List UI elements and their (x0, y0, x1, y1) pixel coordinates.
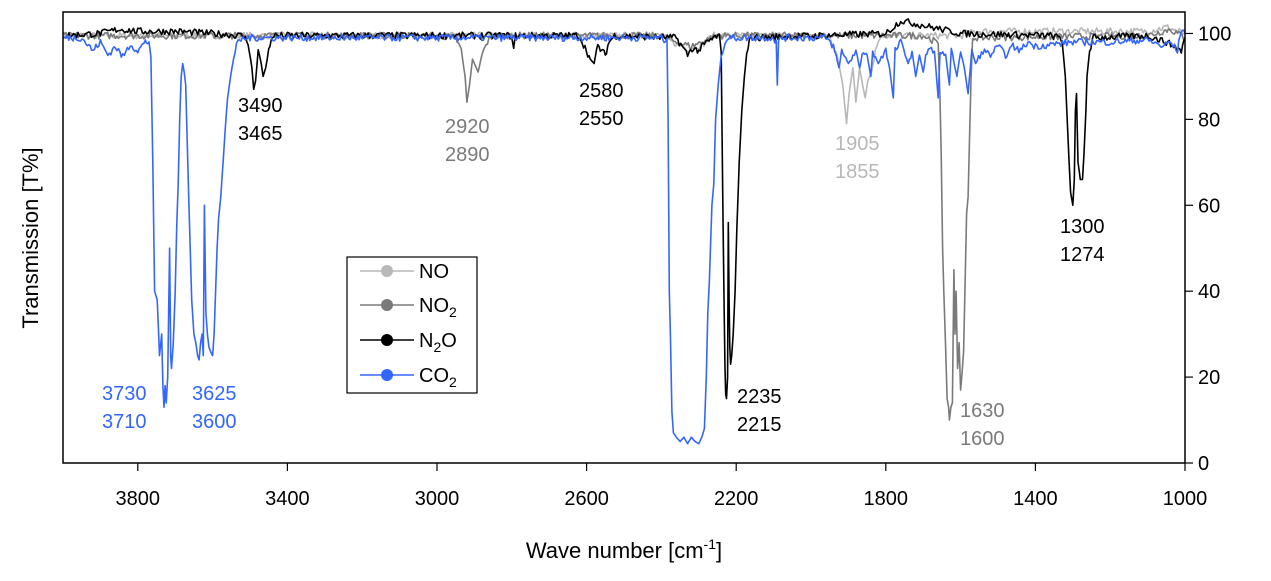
x-tick-label: 3000 (415, 488, 460, 510)
legend-label: CO2 (419, 365, 457, 390)
peak-label-3625-3600: 3625 3600 (192, 383, 237, 433)
x-tick-label: 1800 (864, 488, 909, 510)
peak-wavenumber: 2235 (737, 386, 782, 408)
peak-wavenumber: 2890 (445, 144, 490, 166)
x-tick-label: 1000 (1163, 488, 1208, 510)
y-tick-label: 20 (1198, 367, 1220, 389)
peak-wavenumber: 3710 (102, 411, 147, 433)
x-tick-label: 3400 (265, 488, 310, 510)
legend-item-no: NO (360, 261, 449, 283)
x-tick-label: 1400 (1013, 488, 1058, 510)
x-tick-label: 3800 (116, 488, 161, 510)
peak-wavenumber: 3730 (102, 383, 147, 405)
peak-wavenumber: 1630 (960, 400, 1005, 422)
peak-wavenumber: 1600 (960, 428, 1005, 450)
peak-wavenumber: 3625 (192, 383, 237, 405)
x-tick-label: 2600 (564, 488, 609, 510)
legend-item-co2: CO2 (360, 365, 457, 390)
x-tick-label: 2200 (714, 488, 759, 510)
peak-wavenumber: 3465 (238, 123, 283, 145)
peak-annotations: 3730 3710 3625 3600 3490 3465 2920 2890 2580 2550… (102, 80, 1105, 450)
series-layer (62, 18, 1186, 445)
legend-label: N2O (419, 330, 457, 355)
legend-label: NO2 (419, 295, 457, 320)
y-tick-label: 80 (1198, 109, 1220, 131)
peak-wavenumber: 2920 (445, 116, 490, 138)
legend-item-no2: NO2 (360, 295, 457, 320)
peak-label-1300-1274: 1300 1274 (1060, 216, 1105, 266)
peak-label-3490-3465: 3490 3465 (238, 95, 283, 145)
peak-label-2235-2215: 2235 2215 (737, 386, 782, 436)
y-tick-label: 100 (1198, 23, 1231, 45)
legend-marker (381, 369, 393, 381)
peak-wavenumber: 1274 (1060, 244, 1105, 266)
peak-label-1905-1855: 1905 1855 (835, 133, 880, 183)
peak-wavenumber: 1905 (835, 133, 880, 155)
x-axis: 3800 3400 3000 2600 2200 1800 1400 1000 (116, 463, 1208, 510)
peak-wavenumber: 1300 (1060, 216, 1105, 238)
y-axis-title: Transmission [T%] (18, 147, 43, 328)
y-tick-label: 40 (1198, 281, 1220, 303)
peak-wavenumber: 3490 (238, 95, 283, 117)
legend-marker (381, 334, 393, 346)
legend-marker (381, 265, 393, 277)
peak-wavenumber: 2580 (579, 80, 624, 102)
peak-wavenumber: 3600 (192, 411, 237, 433)
legend-box (346, 256, 478, 394)
y-axis: 0 20 40 60 80 100 (1185, 23, 1231, 475)
legend-label: NO (419, 261, 449, 283)
peak-label-3730-3710: 3730 3710 (102, 383, 147, 433)
legend: NO NO2 N2O CO2 (346, 256, 478, 394)
peak-wavenumber: 2550 (579, 108, 624, 130)
peak-label-2580-2550: 2580 2550 (579, 80, 624, 130)
peak-label-1630-1600: 1630 1600 (960, 400, 1005, 450)
y-tick-label: 0 (1198, 453, 1209, 475)
legend-item-n2o: N2O (360, 330, 457, 355)
peak-wavenumber: 1855 (835, 161, 880, 183)
y-tick-label: 60 (1198, 195, 1220, 217)
series-line-co2 (62, 29, 1186, 445)
series-line-no2 (62, 27, 1186, 421)
peak-label-2920-2890: 2920 2890 (445, 116, 490, 166)
plot-frame (62, 11, 1186, 464)
peak-wavenumber: 2215 (737, 414, 782, 436)
legend-marker (381, 299, 393, 311)
x-axis-title: Wave number [cm-1] (526, 536, 722, 563)
